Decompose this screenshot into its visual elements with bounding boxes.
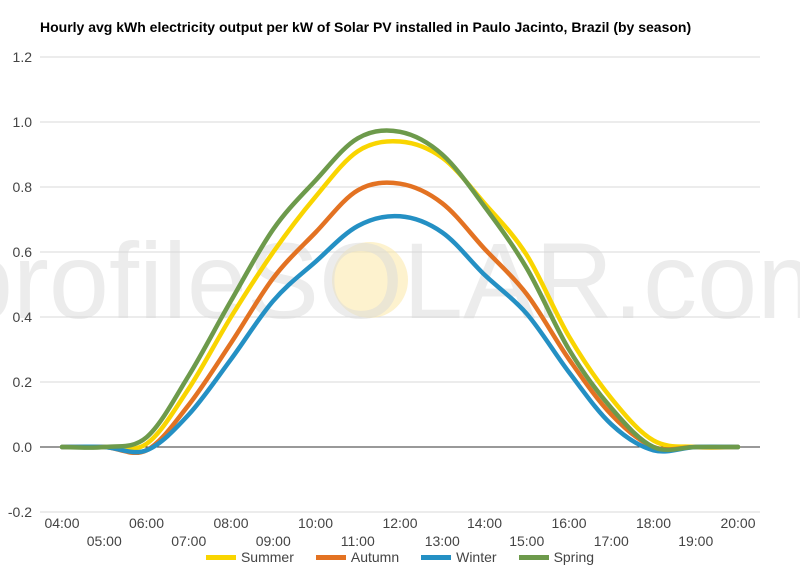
legend-swatch [205, 554, 236, 560]
x-tick-label: 14:00 [467, 515, 502, 531]
y-tick-label: 1.2 [13, 49, 33, 65]
x-tick-label: 06:00 [129, 515, 164, 531]
legend: Summer Autumn Winter Spring [0, 549, 800, 565]
x-tick-label: 19:00 [678, 533, 713, 549]
watermark-logo: profileSOLAR.com [0, 220, 800, 341]
y-tick-label: -0.2 [8, 504, 32, 520]
series-line-spring [59, 128, 741, 453]
y-axis-ticks: -0.2 0.0 0.2 0.4 0.6 0.8 1.0 1.2 [8, 49, 32, 520]
legend-item-spring[interactable]: Spring [518, 549, 595, 565]
legend-item-summer[interactable]: Summer [205, 549, 294, 565]
series-lines [59, 128, 741, 456]
x-tick-label: 04:00 [44, 515, 79, 531]
x-tick-label: 20:00 [720, 515, 755, 531]
legend-item-autumn[interactable]: Autumn [315, 549, 400, 565]
x-tick-label: 16:00 [551, 515, 586, 531]
legend-swatch [518, 554, 549, 560]
x-tick-label: 09:00 [256, 533, 291, 549]
legend-label: Summer [240, 549, 294, 565]
y-tick-label: 1.0 [13, 114, 33, 130]
y-tick-label: 0.2 [13, 374, 33, 390]
legend-label: Winter [456, 549, 497, 565]
legend-swatch [315, 554, 346, 560]
gridlines [40, 56, 760, 513]
x-tick-label: 05:00 [87, 533, 122, 549]
x-axis-ticks: 04:00 05:00 06:00 07:00 08:00 09:00 10:00 11:00… [44, 515, 755, 549]
x-tick-label: 15:00 [509, 533, 544, 549]
legend-label: Autumn [350, 549, 400, 565]
x-tick-label: 07:00 [171, 533, 206, 549]
x-tick-label: 11:00 [341, 533, 375, 549]
x-tick-label: 10:00 [298, 515, 333, 531]
series-line-winter [59, 213, 741, 455]
y-tick-label: 0.4 [13, 309, 33, 325]
y-tick-label: 0.0 [13, 439, 33, 455]
legend-label: Spring [553, 549, 595, 565]
watermark-text: profileSOLAR.com [0, 220, 800, 341]
x-tick-label: 18:00 [636, 515, 671, 531]
chart-title: Hourly avg kWh electricity output per kW… [40, 19, 692, 35]
legend-item-winter[interactable]: Winter [421, 549, 497, 565]
x-tick-label: 12:00 [382, 515, 417, 531]
watermark-sun-icon [332, 242, 408, 318]
series-line-autumn [59, 180, 741, 456]
series-line-summer [59, 138, 741, 452]
x-tick-label: 08:00 [213, 515, 248, 531]
x-tick-label: 17:00 [594, 533, 629, 549]
y-tick-label: 0.6 [13, 244, 33, 260]
legend-swatch [421, 554, 452, 560]
y-tick-label: 0.8 [13, 179, 33, 195]
x-tick-label: 13:00 [425, 533, 460, 549]
